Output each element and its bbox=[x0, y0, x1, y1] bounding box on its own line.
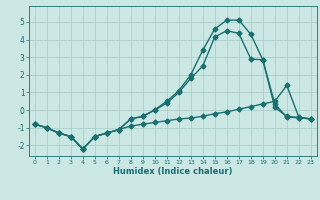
X-axis label: Humidex (Indice chaleur): Humidex (Indice chaleur) bbox=[113, 167, 233, 176]
